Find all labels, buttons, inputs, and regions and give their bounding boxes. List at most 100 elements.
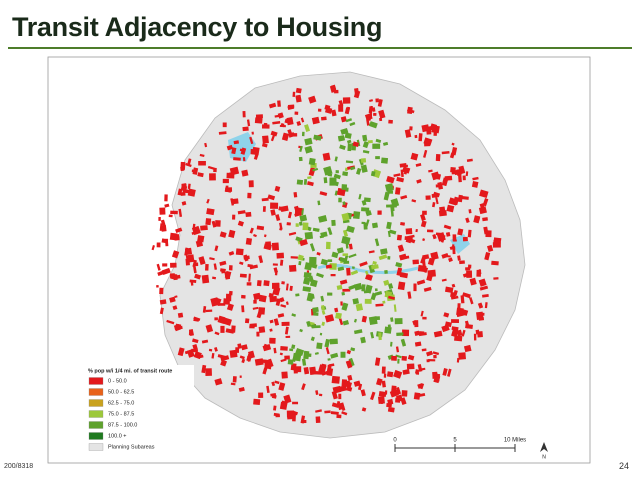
tract bbox=[334, 156, 338, 162]
tract bbox=[360, 164, 368, 173]
tract bbox=[258, 392, 264, 399]
tract bbox=[395, 386, 402, 395]
tract bbox=[421, 367, 426, 371]
tract bbox=[394, 187, 401, 195]
tract bbox=[365, 270, 369, 276]
tract bbox=[242, 126, 249, 132]
tract bbox=[331, 375, 340, 384]
tract bbox=[250, 148, 259, 155]
tract bbox=[399, 253, 407, 261]
tract bbox=[285, 283, 289, 291]
tract bbox=[293, 192, 298, 198]
tract bbox=[390, 341, 393, 347]
tract bbox=[243, 255, 250, 260]
tract bbox=[224, 187, 232, 193]
tract bbox=[366, 118, 370, 126]
tract bbox=[324, 107, 333, 114]
tract bbox=[161, 267, 171, 275]
tract bbox=[341, 236, 351, 245]
tract bbox=[384, 270, 388, 274]
tract bbox=[262, 367, 268, 375]
tract bbox=[258, 294, 267, 303]
tract bbox=[452, 196, 460, 206]
tract bbox=[465, 323, 473, 329]
tract bbox=[258, 255, 264, 264]
tract bbox=[222, 122, 227, 128]
tract bbox=[190, 280, 194, 286]
tract bbox=[336, 414, 342, 419]
tract bbox=[324, 338, 331, 348]
tract bbox=[469, 297, 474, 305]
tract bbox=[214, 378, 223, 386]
tract bbox=[273, 318, 280, 326]
tract bbox=[228, 290, 233, 296]
tract bbox=[378, 109, 386, 119]
tract bbox=[342, 319, 350, 326]
tract bbox=[444, 321, 452, 328]
tract bbox=[360, 336, 366, 344]
tract bbox=[178, 208, 183, 218]
tract bbox=[456, 168, 462, 176]
tract bbox=[181, 201, 187, 206]
tract bbox=[384, 183, 394, 192]
tract bbox=[451, 142, 455, 146]
tract bbox=[406, 363, 415, 370]
tract bbox=[362, 149, 370, 154]
tract bbox=[429, 123, 438, 132]
tract bbox=[310, 336, 315, 342]
tract bbox=[331, 219, 336, 226]
tract bbox=[315, 390, 319, 395]
tract bbox=[367, 140, 373, 144]
tract bbox=[318, 364, 327, 373]
tract bbox=[159, 287, 164, 295]
tract bbox=[324, 314, 335, 323]
scale-bar: 0 5 10 Miles N bbox=[393, 438, 548, 460]
tract bbox=[309, 243, 316, 252]
tract bbox=[215, 220, 221, 227]
tract bbox=[287, 104, 295, 109]
tract bbox=[262, 135, 269, 144]
tract bbox=[374, 288, 378, 292]
tract bbox=[200, 225, 208, 231]
tract bbox=[370, 331, 375, 339]
tract bbox=[229, 166, 240, 176]
tract bbox=[465, 171, 469, 177]
tract bbox=[256, 331, 260, 337]
tract bbox=[291, 344, 296, 350]
tract bbox=[304, 262, 313, 271]
tract bbox=[343, 380, 353, 389]
tract bbox=[383, 373, 387, 378]
tract bbox=[159, 299, 167, 305]
tract bbox=[318, 393, 323, 397]
tract bbox=[281, 132, 290, 142]
tract bbox=[382, 300, 386, 304]
tract bbox=[298, 261, 302, 266]
tract bbox=[446, 204, 455, 213]
tract bbox=[156, 285, 159, 288]
tract bbox=[407, 291, 412, 299]
tract bbox=[445, 232, 451, 237]
tract bbox=[433, 191, 441, 198]
tract bbox=[471, 180, 479, 188]
tract bbox=[272, 286, 281, 296]
tract bbox=[361, 284, 366, 292]
tract bbox=[405, 228, 413, 235]
tract bbox=[222, 178, 229, 184]
tract bbox=[239, 148, 245, 152]
tract bbox=[416, 279, 426, 286]
tract bbox=[249, 227, 254, 234]
tract bbox=[272, 120, 281, 125]
tract bbox=[341, 291, 345, 296]
tract bbox=[212, 276, 217, 280]
tract bbox=[457, 255, 461, 261]
lake bbox=[228, 132, 256, 162]
tract bbox=[328, 363, 335, 367]
tract bbox=[325, 347, 330, 355]
tract bbox=[336, 284, 343, 291]
tract bbox=[161, 225, 167, 232]
tract bbox=[338, 197, 342, 203]
tract bbox=[241, 305, 245, 313]
legend-label: Planning Subareas bbox=[108, 444, 155, 450]
tract bbox=[341, 302, 349, 311]
tract bbox=[458, 174, 462, 183]
